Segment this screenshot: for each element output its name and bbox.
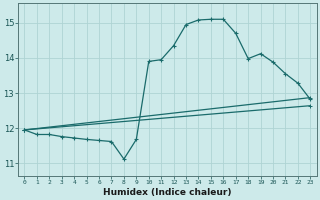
X-axis label: Humidex (Indice chaleur): Humidex (Indice chaleur) [103, 188, 232, 197]
